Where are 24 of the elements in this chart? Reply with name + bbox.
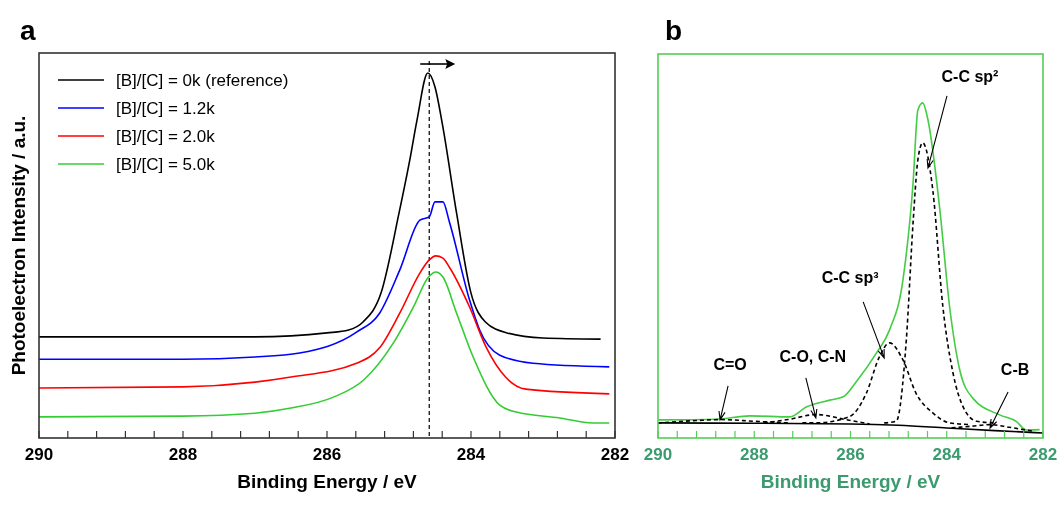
x-tick-label: 288 [168,445,198,464]
annotation: C-B [1000,360,1030,378]
annotation: C-C sp³ [821,268,879,286]
x-tick-label: 284 [932,445,962,464]
annotation: C-O, C-N [779,347,847,365]
legend-label: [B]/[C] = 1.2k [116,99,216,118]
chart-title: a [20,15,36,46]
x-tick-label: 290 [24,445,54,464]
chart-title: b [665,15,683,46]
annotation: C-C sp² [941,67,999,85]
x-tick-label: 282 [600,445,630,464]
y-axis-title: Photoelectron Intensity / a.u. [8,115,29,376]
x-axis-title: Binding Energy / eV [760,471,941,492]
legend-label: [B]/[C] = 2.0k [116,127,216,146]
x-tick-label: 282 [1028,445,1058,464]
x-axis-title: Binding Energy / eV [237,471,418,492]
x-tick-label: 286 [836,445,865,464]
legend-label: [B]/[C] = 5.0k [116,155,216,174]
x-tick-label: 286 [312,445,342,464]
x-tick-label: 284 [456,445,486,464]
x-tick-label: 288 [740,445,769,464]
legend-label: [B]/[C] = 0k (reference) [116,71,289,90]
x-tick-label: 290 [643,445,673,464]
annotation: C=O [713,355,747,373]
